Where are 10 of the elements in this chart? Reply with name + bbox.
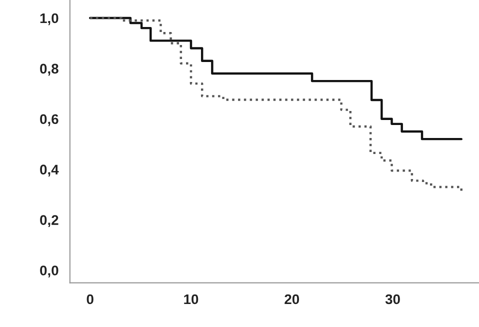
x-tick-label: 20 [284,294,300,304]
x-tick-label: 0 [86,294,94,304]
y-tick-label: 0,4 [40,164,59,177]
x-tick-label: 30 [385,294,400,304]
y-tick-label: 0,6 [40,114,58,126]
y-tick-label: 0,0 [40,266,58,278]
y-tick-label: 0,8 [40,64,58,76]
y-tick-label: 0,2 [40,215,58,227]
y-tick-label: 1,0 [40,13,58,26]
x-tick-label: 10 [184,294,198,304]
